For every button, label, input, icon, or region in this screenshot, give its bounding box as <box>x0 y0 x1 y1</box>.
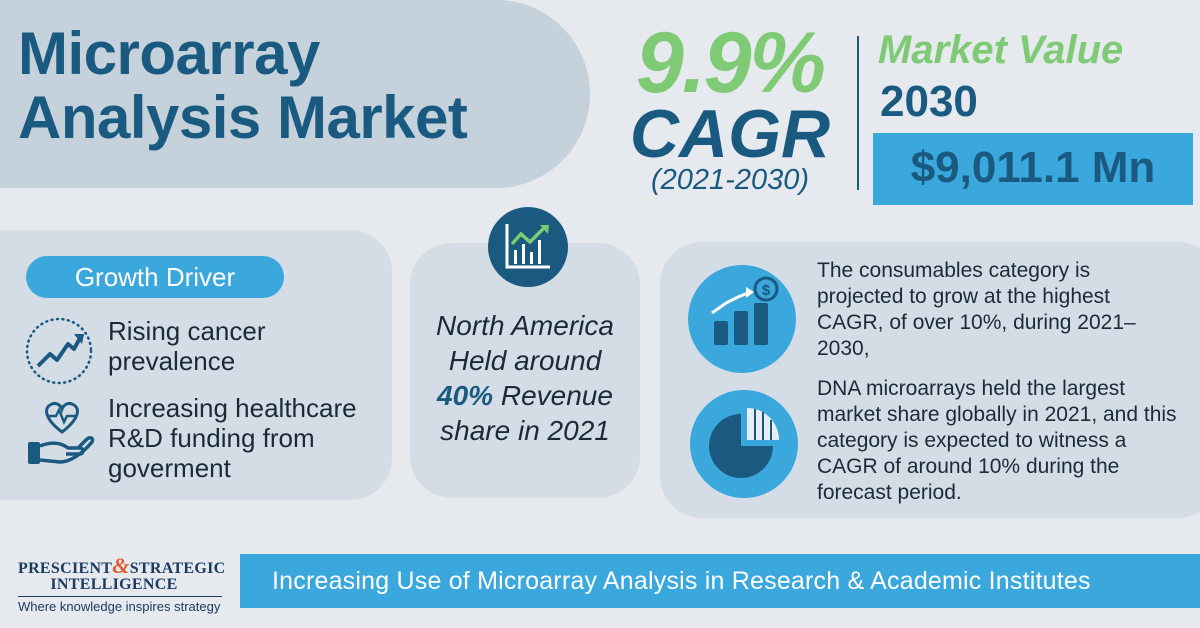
north-america-text: North America Held around 40% Revenue sh… <box>410 308 640 448</box>
footer-banner <box>240 554 1200 608</box>
logo-word-strategic: STRATEGIC <box>129 560 226 577</box>
title-banner <box>0 0 590 188</box>
title-line-2: Analysis Market <box>18 84 468 151</box>
svg-text:$: $ <box>762 282 771 299</box>
market-value-year: 2030 <box>880 77 978 126</box>
insight-2-icon-circle <box>690 390 798 498</box>
market-value-label: Market Value <box>878 28 1124 72</box>
pie-chart-icon <box>709 408 779 478</box>
footer-text: Increasing Use of Microarray Analysis in… <box>272 567 1091 595</box>
growth-chart-icon <box>505 224 550 269</box>
logo-rule <box>18 596 222 597</box>
logo-ampersand: & <box>112 553 130 578</box>
logo-word-prescient: PRESCIENT <box>18 560 113 577</box>
logo-line-1: PRESCIENT&STRATEGIC <box>18 555 268 577</box>
insight-2-text: DNA microarrays held the largest market … <box>817 377 1177 504</box>
growth-driver-heading: Growth Driver <box>26 256 284 298</box>
cagr-years: (2021-2030) <box>651 164 809 196</box>
logo-word-intelligence: INTELLIGENCE <box>50 576 178 593</box>
cagr-percent: 9.9% <box>635 15 826 111</box>
market-value-amount: $9,011.1 Mn <box>910 143 1156 192</box>
north-america-pre: North America Held around <box>436 310 614 376</box>
rising-trend-icon <box>25 317 93 385</box>
market-value-box <box>873 133 1193 205</box>
insight-1-text: The consumables category is projected to… <box>817 259 1136 360</box>
cagr-label: CAGR <box>629 96 831 172</box>
north-america-post: Revenue share in 2021 <box>440 380 613 446</box>
bar-chart-dollar-icon: $ <box>711 276 779 345</box>
north-america-highlight: 40% <box>437 380 494 411</box>
vertical-divider <box>857 36 859 190</box>
north-america-icon-circle <box>488 207 568 287</box>
logo-tagline: Where knowledge inspires strategy <box>18 599 221 614</box>
page-title: Microarray Analysis Market <box>18 22 598 150</box>
growth-driver-item-1: Rising cancer prevalence <box>108 316 266 376</box>
title-line-1: Microarray <box>18 20 320 87</box>
heart-in-hand-icon <box>28 402 95 464</box>
growth-driver-item-2: Increasing healthcare R&D funding from g… <box>108 393 357 483</box>
